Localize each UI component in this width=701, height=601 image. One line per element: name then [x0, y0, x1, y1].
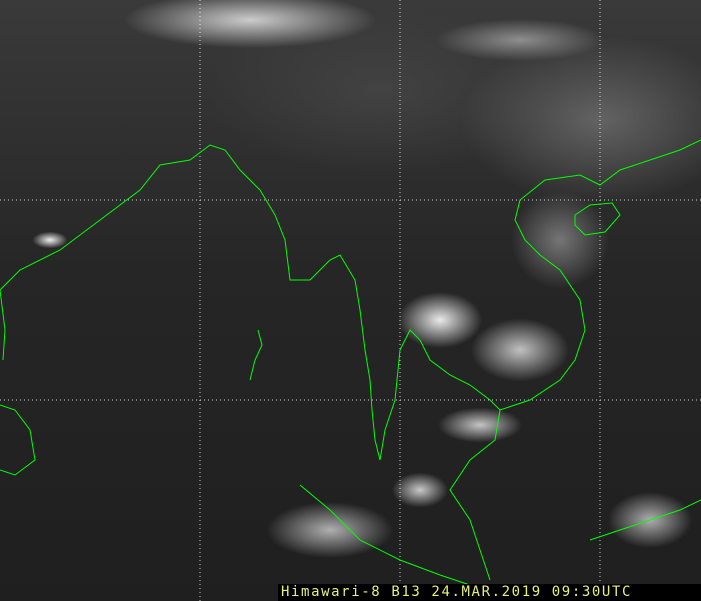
coastline-vietnam	[499, 139, 701, 411]
coastlines	[0, 139, 701, 586]
coastline-sri-lanka	[0, 404, 36, 476]
coastline-thailand-malaysia	[379, 329, 501, 581]
image-caption: Himawari-8 B13 24.MAR.2019 09:30UTC	[278, 584, 701, 601]
coastline-sumatra	[299, 484, 471, 586]
coastline-andaman	[249, 329, 263, 381]
coastline-hainan	[574, 202, 621, 236]
coastline-india-bangladesh-myanmar	[0, 144, 381, 461]
coastline-borneo	[589, 499, 701, 541]
coastline-india-east	[0, 289, 6, 361]
